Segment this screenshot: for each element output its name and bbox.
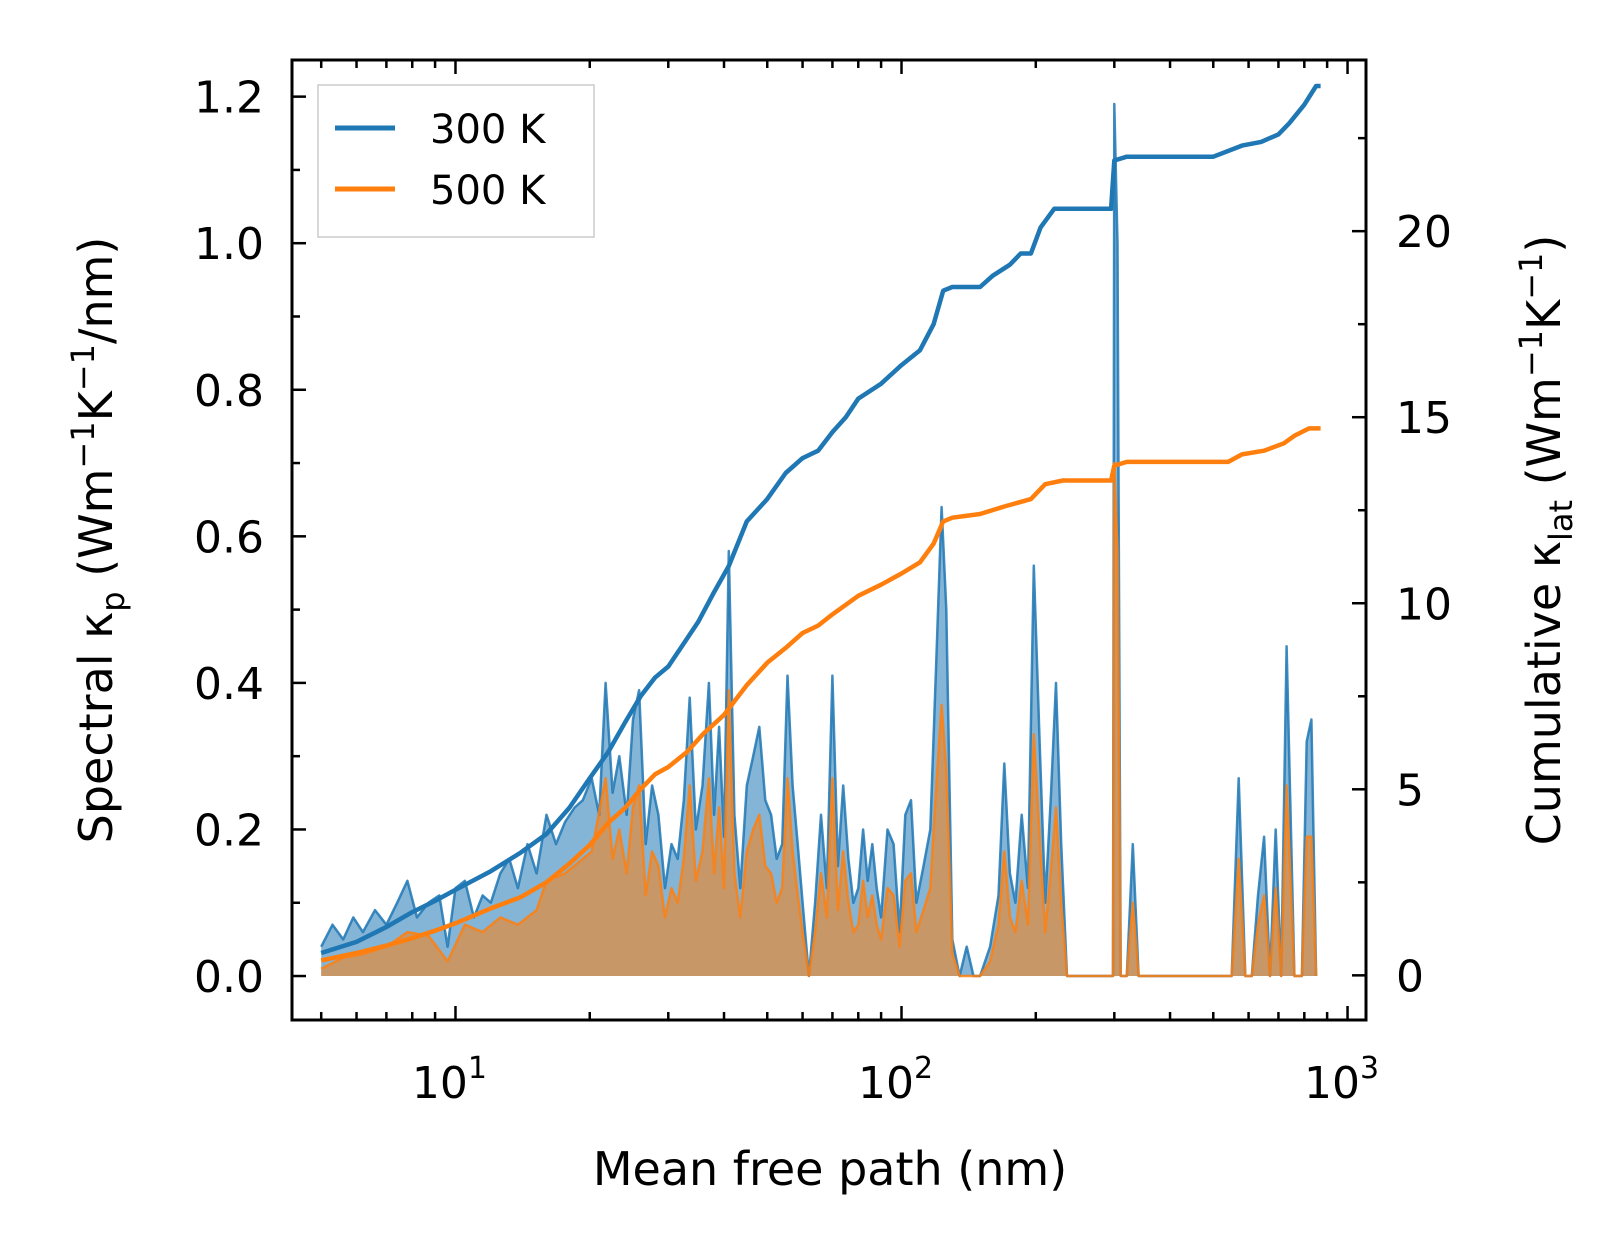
cumulative-line-500k [320, 426, 1321, 963]
x-tick-label: 102 [858, 1051, 933, 1109]
y-tick-label-left: 0.4 [194, 659, 264, 710]
y-tick-label-left: 0.2 [194, 805, 264, 856]
spectral-area-500k [321, 463, 1317, 977]
legend-box [317, 84, 595, 238]
y-tick-label-right: 15 [1396, 393, 1452, 444]
y-tick-label-left: 0.8 [194, 366, 264, 417]
legend: 300 K 500 K [317, 84, 595, 238]
y-tick-label-left: 1.0 [194, 219, 264, 270]
plot-frame [290, 58, 1368, 1022]
tick-labels: 101 102 103 0.0 0.2 0.4 0.6 0.8 1.0 1.2 0 5 10 15 20 [194, 73, 1452, 1109]
y-tick-label-left: 0.6 [194, 512, 264, 563]
x-axis-label: Mean free path (nm) [593, 1142, 1067, 1196]
y-tick-label-right: 10 [1396, 579, 1452, 630]
y-tick-label-left: 1.2 [194, 73, 264, 124]
cumulative-lines [320, 83, 1321, 963]
y-tick-label-left: 0.0 [194, 952, 264, 1003]
y-tick-label-right: 20 [1396, 207, 1452, 258]
y-axis-label-left: Spectral κp (Wm−1K−1/nm) [64, 237, 132, 844]
legend-label-300k: 300 K [430, 107, 547, 153]
y-axis-label-right: Cumulative κlat (Wm−1K−1) [1512, 235, 1580, 846]
cumulative-line-300k [320, 83, 1321, 956]
spectral-line-500k [320, 461, 1318, 978]
spectral-lines [320, 102, 1318, 978]
y-tick-label-right: 5 [1396, 765, 1424, 816]
x-tick-label: 101 [412, 1051, 487, 1109]
legend-label-500k: 500 K [430, 168, 547, 214]
x-tick-label: 103 [1304, 1051, 1379, 1109]
y-tick-label-right: 0 [1396, 951, 1424, 1002]
